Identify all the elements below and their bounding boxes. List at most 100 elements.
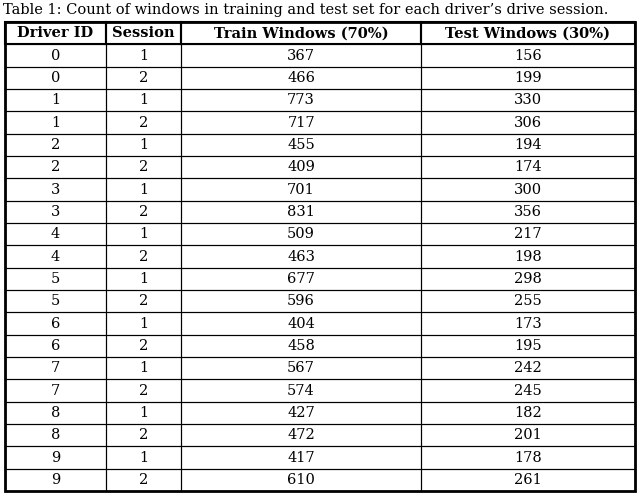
Text: 0: 0 — [51, 71, 60, 85]
Text: 701: 701 — [287, 182, 315, 197]
Bar — [5, 22, 106, 44]
Bar — [181, 246, 421, 268]
Bar — [106, 89, 181, 111]
Text: 300: 300 — [514, 182, 542, 197]
Text: 8: 8 — [51, 428, 60, 442]
Bar — [5, 424, 106, 447]
Text: 1: 1 — [139, 361, 148, 375]
Text: 242: 242 — [514, 361, 542, 375]
Bar — [421, 89, 635, 111]
Text: 458: 458 — [287, 339, 315, 353]
Bar — [5, 402, 106, 424]
Bar — [5, 312, 106, 334]
Bar — [181, 111, 421, 134]
Bar — [421, 424, 635, 447]
Text: 245: 245 — [514, 383, 542, 398]
Text: 7: 7 — [51, 383, 60, 398]
Bar — [181, 334, 421, 357]
Text: 3: 3 — [51, 182, 60, 197]
Text: 773: 773 — [287, 93, 315, 107]
Bar — [421, 44, 635, 67]
Bar — [106, 111, 181, 134]
Text: 4: 4 — [51, 249, 60, 263]
Text: 2: 2 — [139, 339, 148, 353]
Bar — [5, 201, 106, 223]
Bar — [5, 156, 106, 178]
Bar — [181, 312, 421, 334]
Bar — [5, 469, 106, 491]
Bar — [421, 134, 635, 156]
Bar — [106, 156, 181, 178]
Bar — [106, 447, 181, 469]
Text: 8: 8 — [51, 406, 60, 420]
Bar — [181, 447, 421, 469]
Bar — [181, 402, 421, 424]
Bar — [181, 156, 421, 178]
Text: 417: 417 — [287, 451, 315, 464]
Text: Session: Session — [113, 26, 175, 40]
Text: 1: 1 — [139, 227, 148, 241]
Bar — [5, 334, 106, 357]
Bar — [5, 223, 106, 246]
Text: 409: 409 — [287, 160, 315, 174]
Text: 306: 306 — [514, 116, 542, 129]
Bar — [5, 379, 106, 402]
Text: 261: 261 — [514, 473, 542, 487]
Text: 199: 199 — [514, 71, 541, 85]
Text: 2: 2 — [139, 116, 148, 129]
Bar — [5, 357, 106, 379]
Bar — [181, 379, 421, 402]
Text: 2: 2 — [139, 71, 148, 85]
Text: 2: 2 — [139, 160, 148, 174]
Text: 2: 2 — [139, 428, 148, 442]
Text: 356: 356 — [514, 205, 542, 219]
Bar — [421, 379, 635, 402]
Bar — [181, 22, 421, 44]
Bar — [181, 67, 421, 89]
Bar — [106, 201, 181, 223]
Bar — [421, 447, 635, 469]
Bar — [5, 178, 106, 201]
Text: 156: 156 — [514, 48, 542, 63]
Text: Train Windows (70%): Train Windows (70%) — [214, 26, 388, 40]
Text: 217: 217 — [514, 227, 541, 241]
Text: 427: 427 — [287, 406, 315, 420]
Text: 3: 3 — [51, 205, 60, 219]
Bar — [5, 44, 106, 67]
Text: 1: 1 — [51, 93, 60, 107]
Text: 1: 1 — [139, 93, 148, 107]
Bar — [106, 402, 181, 424]
Bar — [106, 312, 181, 334]
Text: 2: 2 — [51, 138, 60, 152]
Bar — [5, 111, 106, 134]
Bar — [421, 290, 635, 312]
Bar — [5, 268, 106, 290]
Bar — [106, 134, 181, 156]
Bar — [5, 246, 106, 268]
Text: 2: 2 — [139, 383, 148, 398]
Text: 466: 466 — [287, 71, 315, 85]
Bar — [181, 201, 421, 223]
Text: 198: 198 — [514, 249, 542, 263]
Text: 596: 596 — [287, 294, 315, 308]
Bar — [421, 334, 635, 357]
Bar — [181, 268, 421, 290]
Bar — [5, 89, 106, 111]
Text: 201: 201 — [514, 428, 542, 442]
Bar — [181, 424, 421, 447]
Text: 255: 255 — [514, 294, 542, 308]
Bar — [421, 111, 635, 134]
Bar — [421, 67, 635, 89]
Bar — [421, 469, 635, 491]
Text: 404: 404 — [287, 317, 315, 330]
Text: 463: 463 — [287, 249, 315, 263]
Text: 367: 367 — [287, 48, 315, 63]
Text: 1: 1 — [139, 317, 148, 330]
Bar — [181, 44, 421, 67]
Bar — [106, 379, 181, 402]
Bar — [106, 357, 181, 379]
Bar — [106, 268, 181, 290]
Text: 6: 6 — [51, 317, 60, 330]
Text: 1: 1 — [139, 451, 148, 464]
Bar — [106, 178, 181, 201]
